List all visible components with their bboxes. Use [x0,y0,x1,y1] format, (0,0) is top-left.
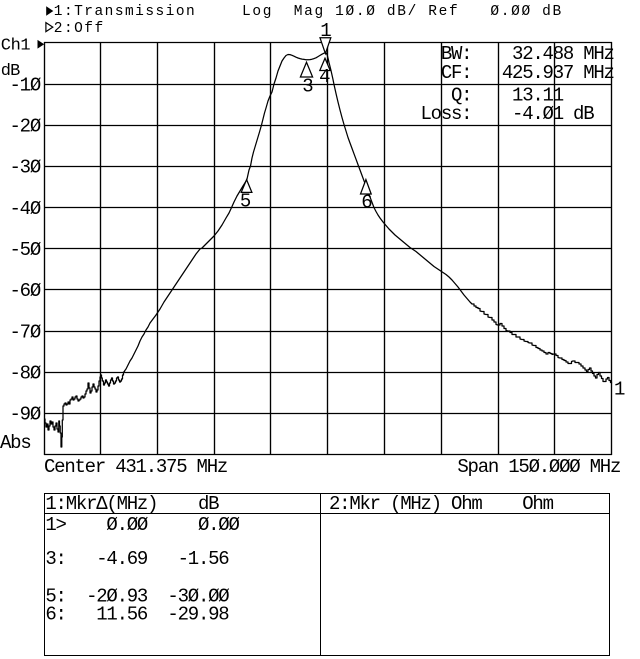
svg-text:Log Mag 1Ø.Ø dB/ Ref Ø.ØØ d: Log Mag 1Ø.Ø dB/ Ref Ø.ØØ dB [242,4,563,20]
svg-text:-3Ø: -3Ø [9,157,40,179]
svg-text:CF: 425.937 MHz: CF: 425.937 MHz [421,62,614,84]
svg-text:5: -2Ø.93 -3Ø.ØØ: 5: -2Ø.93 -3Ø.ØØ [45,586,229,608]
svg-text:-7Ø: -7Ø [9,321,40,343]
svg-text:-4Ø: -4Ø [9,198,40,220]
svg-text:Abs: Abs [0,432,31,454]
svg-text:Ch1: Ch1 [1,37,31,56]
svg-text:4: 4 [319,66,330,88]
svg-text:1:MkrΔ(MHz) dB: 1:MkrΔ(MHz) dB [45,493,219,515]
svg-text:6: 6 [361,192,372,214]
svg-text:Center 431.375 MHz: Center 431.375 MHz [44,456,227,478]
svg-text:-2Ø: -2Ø [9,116,40,138]
svg-text:-5Ø: -5Ø [9,239,40,261]
svg-text:Span 15Ø.ØØØ MHz: Span 15Ø.ØØØ MHz [457,456,620,478]
svg-text:3: -4.69 -1.56: 3: -4.69 -1.56 [45,548,229,570]
svg-text:3: 3 [302,75,313,97]
svg-text:Q: 13.11: Q: 13.11 [421,85,564,107]
svg-text:2:Mkr (MHz) Ohm Ohm: 2:Mkr (MHz) Ohm Ohm [329,493,554,515]
svg-text:1: 1 [614,379,625,401]
svg-text:BW: 32.488 MHz: BW: 32.488 MHz [421,43,614,65]
svg-text:1:Transmission: 1:Transmission [54,4,196,20]
svg-text:1: 1 [320,20,331,42]
svg-text:5: 5 [240,191,251,213]
svg-text:1> Ø.ØØ Ø.ØØ: 1> Ø.ØØ Ø.ØØ [45,514,239,536]
svg-text:dB: dB [1,62,20,81]
svg-text:2:Off: 2:Off [54,21,105,37]
svg-text:Loss: -4.Ø1 dB: Loss: -4.Ø1 dB [421,103,595,125]
svg-text:-1Ø: -1Ø [9,74,40,96]
svg-text:-8Ø: -8Ø [9,363,40,385]
svg-text:-9Ø: -9Ø [9,404,40,426]
svg-text:-6Ø: -6Ø [9,280,40,302]
svg-text:6: 11.56 -29.98: 6: 11.56 -29.98 [45,604,229,626]
